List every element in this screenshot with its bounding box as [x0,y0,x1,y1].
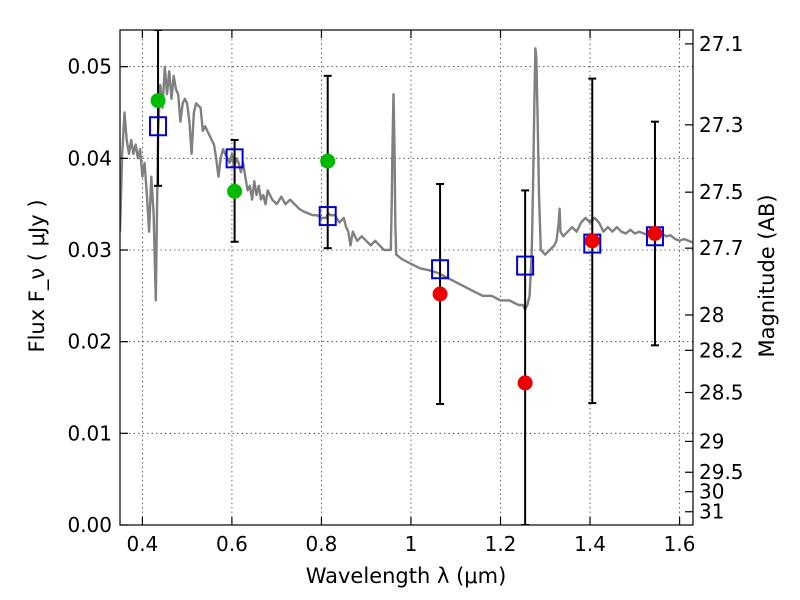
mag-tick-label: 31 [699,500,724,524]
y-tick-label: 0.05 [67,55,112,79]
x-tick-label: 1.4 [574,532,606,556]
plot-frame [119,29,694,526]
observed-point-marker [517,375,533,391]
y-tick-label: 0.03 [67,238,112,262]
mag-tick-label: 30 [699,480,724,504]
mag-tick-label: 28.2 [699,338,744,362]
observed-point-marker [320,153,336,169]
observed-point-marker [647,226,663,241]
y2-axis-title: Magnitude (AB) [755,194,779,357]
model-square-marker [431,259,450,280]
mag-tick-label: 29.5 [699,460,744,484]
y-tick-label: 0.01 [67,421,112,445]
mag-tick-label: 28 [699,303,724,327]
x-axis-title: Wavelength λ (μm) [306,564,507,588]
x-tick-label: 1 [405,532,418,556]
mag-tick-label: 29 [699,429,724,453]
model-square-marker [318,206,337,227]
spectrum-line [120,47,693,311]
grid-lines [120,30,693,526]
x-tick-label: 1.6 [664,532,696,556]
plot-area [120,30,693,525]
y-tick-label: 0.04 [67,146,112,170]
model-square-marker [149,116,168,137]
y-axis-title: Flux F_ν ( μJy ) [25,199,50,352]
model-square-marker [225,148,244,169]
mag-tick-label: 28.5 [699,380,744,404]
model-square-marker [516,255,535,276]
mag-tick-label: 27.7 [699,236,744,260]
plot-content [120,30,693,525]
observed-point-marker [584,233,600,249]
x-tick-label: 0.4 [126,532,158,556]
mag-tick-label: 27.5 [699,180,744,204]
mag-tick-label: 27.1 [699,32,744,56]
axes: 0.4 0.6 0.8 1 1.2 1.4 1.6 0.00 0.01 0.02 0.03 0.04 0… [67,30,744,556]
x-tick-label: 0.8 [306,532,338,556]
y-axis-title-text: Flux F_ν ( μJy ) [25,199,50,352]
observed-point-marker [150,93,166,109]
x-tick-label: 0.6 [216,532,248,556]
mag-tick-label: 27.3 [699,113,744,137]
observed-point-marker [227,183,243,199]
y-tick-label: 0.00 [67,513,112,537]
y-tick-label: 0.02 [67,330,112,354]
observed-point-marker [432,286,448,302]
x-tick-label: 1.2 [485,532,517,556]
